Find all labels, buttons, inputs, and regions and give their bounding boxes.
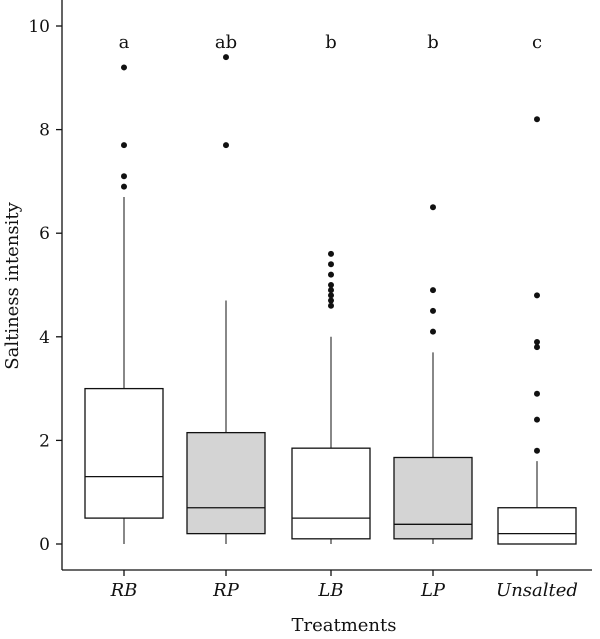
significance-letter: ab — [215, 32, 237, 53]
outlier-point — [223, 54, 229, 61]
box-iqr — [291, 447, 371, 540]
outlier-point — [328, 261, 334, 268]
y-tick-label: 0 — [39, 535, 50, 555]
outlier-point — [430, 287, 436, 294]
outlier-point — [534, 116, 540, 123]
outlier-point — [328, 250, 334, 257]
box-iqr — [84, 387, 164, 519]
outlier-point — [121, 142, 127, 149]
outlier-point — [534, 416, 540, 423]
outlier-point — [328, 282, 334, 288]
outlier-point — [121, 173, 127, 180]
outlier-point — [328, 287, 334, 294]
y-tick-label: 4 — [39, 328, 50, 348]
x-tick-label: Unsalted — [496, 580, 578, 601]
x-tick-label: LB — [317, 580, 343, 601]
x-tick-label: RP — [212, 580, 240, 601]
outlier-point — [430, 307, 436, 314]
x-tick-label: LP — [420, 580, 446, 601]
outlier-point — [534, 292, 540, 299]
outlier-point — [328, 302, 334, 309]
box-iqr — [497, 507, 577, 545]
significance-letter: b — [325, 32, 337, 53]
outlier-point — [430, 328, 436, 335]
outlier-point — [534, 344, 540, 351]
y-tick-label: 2 — [39, 431, 50, 451]
outlier-point — [121, 64, 127, 71]
box-iqr — [393, 456, 473, 540]
outlier-point — [223, 142, 229, 149]
box-iqr — [186, 431, 266, 535]
outlier-point — [430, 204, 436, 211]
y-axis-title: Saltiness intensity — [2, 201, 23, 369]
outlier-point — [328, 292, 334, 299]
outlier-point — [121, 183, 127, 190]
significance-letter: a — [119, 32, 130, 53]
y-tick-label: 6 — [39, 224, 50, 244]
outlier-point — [328, 297, 334, 304]
x-axis-title: Treatments — [291, 615, 396, 636]
significance-letter: c — [532, 32, 542, 53]
outlier-point — [534, 390, 540, 397]
outlier-point — [328, 271, 334, 278]
outlier-point — [534, 447, 540, 454]
x-tick-label: RB — [110, 580, 138, 601]
y-tick-label: 10 — [28, 17, 50, 37]
significance-letter: b — [427, 32, 439, 53]
y-tick-label: 8 — [39, 121, 50, 141]
outlier-point — [534, 338, 540, 345]
